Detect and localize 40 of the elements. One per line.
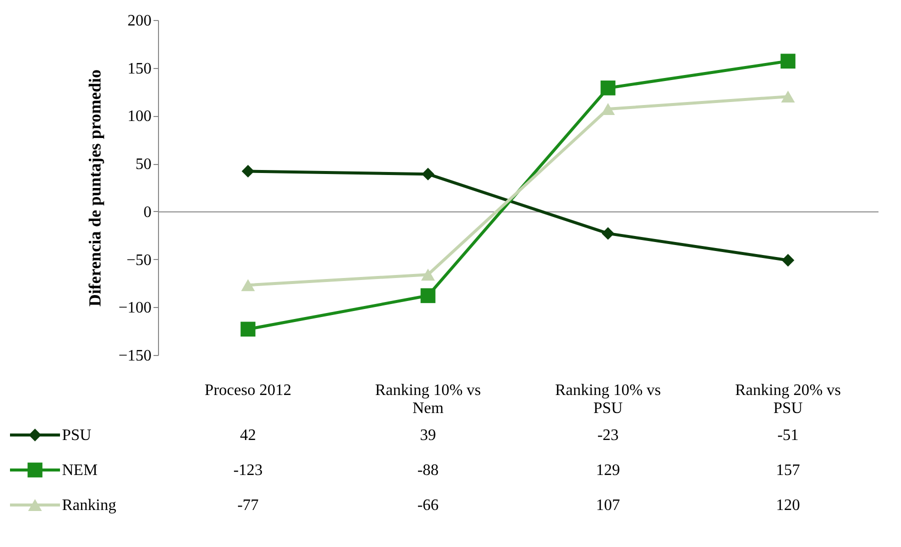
data-label: -123 xyxy=(233,462,263,479)
x-tick-label: Proceso 2012 xyxy=(204,382,292,399)
point xyxy=(241,279,255,292)
y-tick-label: −150 xyxy=(118,348,152,364)
legend-label: PSU xyxy=(62,427,92,444)
data-label: 120 xyxy=(776,497,800,514)
data-label: 107 xyxy=(596,497,620,514)
x-tick-label: Ranking 10% vs Nem xyxy=(375,382,481,417)
data-label: 129 xyxy=(596,462,620,479)
data-label: -88 xyxy=(417,462,439,479)
y-tick-label: 50 xyxy=(136,156,152,174)
point xyxy=(602,227,614,240)
point xyxy=(781,90,795,103)
data-label: -77 xyxy=(237,497,259,514)
y-tick-label: 100 xyxy=(128,108,152,126)
legend-label: NEM xyxy=(62,462,98,479)
y-tick-label: 0 xyxy=(144,204,152,221)
x-tick-label: Ranking 20% vs PSU xyxy=(735,382,841,417)
data-label: -51 xyxy=(777,427,799,444)
y-axis-title: Diferencia de puntajes promedio xyxy=(85,70,104,306)
point xyxy=(422,168,434,180)
point xyxy=(601,103,615,115)
y-tick-label: 150 xyxy=(128,60,152,78)
y-tick-label: −50 xyxy=(126,252,152,269)
x-tick-label: Ranking 10% vs PSU xyxy=(555,382,661,417)
point xyxy=(600,80,616,96)
point xyxy=(780,54,796,69)
data-label: -23 xyxy=(597,427,619,444)
data-label: 39 xyxy=(420,427,436,444)
point xyxy=(420,288,436,304)
y-tick-label: 200 xyxy=(128,12,152,30)
point xyxy=(421,268,435,281)
y-tick-label: −100 xyxy=(118,300,152,317)
legend-label: Ranking xyxy=(62,497,116,514)
data-label: 157 xyxy=(776,462,800,479)
data-label: -66 xyxy=(417,497,439,514)
point xyxy=(782,254,794,267)
point xyxy=(242,164,254,178)
point xyxy=(240,322,256,337)
data-label: 42 xyxy=(240,427,256,444)
